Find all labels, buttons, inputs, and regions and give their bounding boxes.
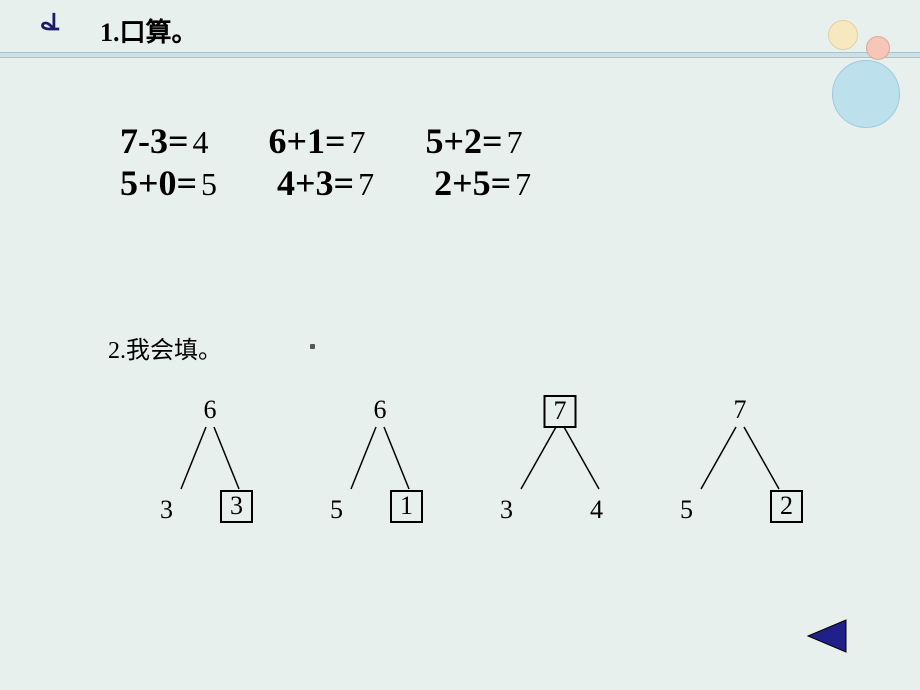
bond-left: 3 <box>500 495 513 525</box>
expr: 5+2= <box>426 120 503 162</box>
equation: 7-3=4 <box>120 120 209 162</box>
math-row-2: 5+0=5 4+3=7 2+5=7 <box>120 162 531 204</box>
header-rule <box>0 52 920 58</box>
stray-dot <box>310 344 315 349</box>
answer: 5 <box>201 166 217 203</box>
number-bond: 7 5 2 <box>660 395 820 545</box>
equation: 5+2=7 <box>426 120 523 162</box>
answer: 7 <box>507 124 523 161</box>
bullet-ornament: ط <box>40 10 60 36</box>
bond-top: 6 <box>204 395 217 425</box>
bond-branches <box>175 423 245 493</box>
equation: 4+3=7 <box>277 162 374 204</box>
expr: 7-3= <box>120 120 189 162</box>
section1-title: 1.口算。 <box>100 12 198 49</box>
number-bond: 734 <box>480 395 640 545</box>
equation: 2+5=7 <box>434 162 531 204</box>
expr: 5+0= <box>120 162 197 204</box>
bond-right: 4 <box>590 495 603 525</box>
slide-header: ط 1.口算。 <box>0 0 920 54</box>
answer: 7 <box>358 166 374 203</box>
bond-right: 1 <box>390 490 423 523</box>
nav-back-button[interactable] <box>806 618 848 654</box>
bond-top: 6 <box>374 395 387 425</box>
bond-branches <box>515 423 605 493</box>
bond-branches <box>345 423 415 493</box>
bond-top: 7 <box>734 395 747 425</box>
equation: 5+0=5 <box>120 162 217 204</box>
mental-math-block: 7-3=4 6+1=7 5+2=7 5+0=5 4+3=7 2+5=7 <box>120 120 531 204</box>
number-bond-trees: 633651734752 <box>100 395 820 545</box>
number-bond: 6 3 3 <box>130 395 290 545</box>
bond-right: 2 <box>770 490 803 523</box>
expr: 6+1= <box>269 120 346 162</box>
decor-circle-blue <box>832 60 900 128</box>
bond-left: 5 <box>330 495 343 525</box>
answer: 7 <box>350 124 366 161</box>
math-row-1: 7-3=4 6+1=7 5+2=7 <box>120 120 531 162</box>
nav-back-icon <box>806 618 848 654</box>
expr: 2+5= <box>434 162 511 204</box>
number-bond: 6 5 1 <box>300 395 460 545</box>
bond-left: 3 <box>160 495 173 525</box>
section2-title: 2.我会填。 <box>108 330 222 365</box>
bond-right: 3 <box>220 490 253 523</box>
bond-branches <box>695 423 785 493</box>
answer: 4 <box>193 124 209 161</box>
equation: 6+1=7 <box>269 120 366 162</box>
expr: 4+3= <box>277 162 354 204</box>
bond-left: 5 <box>680 495 693 525</box>
answer: 7 <box>515 166 531 203</box>
